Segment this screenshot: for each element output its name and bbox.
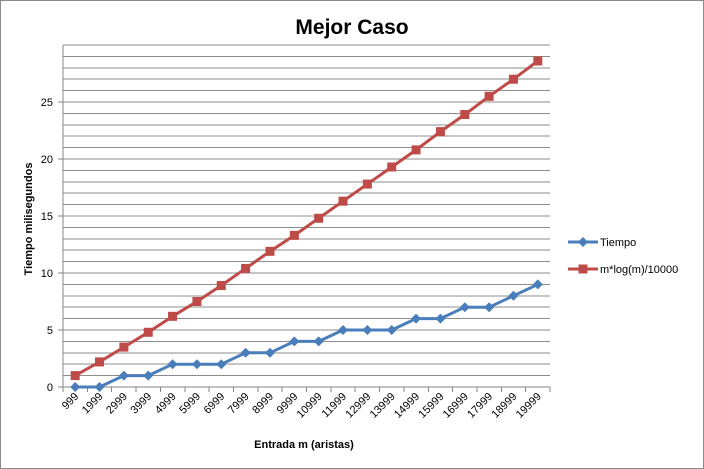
data-point bbox=[459, 302, 470, 313]
x-tick-label: 15999 bbox=[416, 391, 446, 421]
data-point bbox=[338, 325, 349, 335]
x-tick-label: 999 bbox=[60, 391, 81, 412]
data-point bbox=[119, 342, 129, 352]
y-axis-title: Tiempo milisegundos bbox=[23, 163, 35, 276]
data-point bbox=[216, 281, 226, 291]
axes bbox=[58, 45, 551, 392]
data-point bbox=[70, 371, 80, 381]
series-line bbox=[75, 283, 539, 389]
series bbox=[70, 56, 543, 392]
y-tick-label: 25 bbox=[41, 97, 53, 109]
legend-label: m*log(m)/10000 bbox=[600, 264, 678, 276]
x-tick-label: 8999 bbox=[250, 391, 276, 417]
legend-marker bbox=[578, 264, 588, 274]
x-tick-label: 7999 bbox=[226, 391, 252, 417]
data-point bbox=[265, 246, 275, 256]
data-point bbox=[362, 179, 372, 189]
data-point bbox=[94, 382, 105, 392]
data-point bbox=[338, 196, 348, 206]
data-point bbox=[484, 302, 495, 313]
data-point bbox=[460, 110, 470, 120]
data-point bbox=[508, 74, 518, 84]
data-point bbox=[386, 325, 397, 335]
x-tick-label: 12999 bbox=[343, 391, 373, 421]
data-point bbox=[192, 297, 202, 306]
data-point bbox=[508, 290, 519, 301]
data-point bbox=[289, 230, 299, 240]
data-point bbox=[240, 347, 251, 358]
y-tick-label: 10 bbox=[41, 268, 53, 280]
x-tick-label: 11999 bbox=[320, 391, 350, 421]
data-point bbox=[118, 370, 129, 381]
y-tick-label: 15 bbox=[41, 211, 53, 223]
data-point bbox=[532, 279, 543, 290]
data-point bbox=[313, 336, 324, 347]
data-point bbox=[241, 263, 251, 273]
data-point bbox=[191, 359, 202, 370]
data-point bbox=[143, 327, 153, 337]
x-tick-label: 16999 bbox=[441, 391, 471, 421]
y-tick-labels: 0 5 10 15 20 25 bbox=[41, 97, 53, 394]
data-point bbox=[168, 311, 178, 321]
legend-label: Tiempo bbox=[600, 237, 636, 249]
data-point bbox=[435, 127, 445, 137]
data-point bbox=[387, 162, 397, 172]
data-point bbox=[411, 313, 422, 324]
x-tick-label: 10999 bbox=[295, 391, 325, 421]
data-point bbox=[70, 382, 81, 392]
x-tick-label: 13999 bbox=[368, 391, 398, 421]
y-tick-label: 5 bbox=[47, 325, 53, 337]
gridlines bbox=[63, 44, 550, 377]
x-tick-label: 18999 bbox=[489, 391, 519, 421]
data-point bbox=[411, 145, 421, 155]
data-point bbox=[167, 359, 178, 370]
x-tick-label: 17999 bbox=[465, 391, 495, 421]
legend-marker bbox=[578, 237, 588, 247]
x-tick-label: 2999 bbox=[104, 391, 130, 417]
data-point bbox=[289, 336, 300, 347]
data-point bbox=[533, 56, 543, 66]
x-tick-label: 6999 bbox=[202, 391, 228, 417]
x-tick-labels: 9991999299939994999599969997999899999991… bbox=[60, 391, 544, 421]
x-tick-label: 1999 bbox=[80, 391, 106, 417]
data-point bbox=[314, 213, 324, 223]
data-point bbox=[216, 359, 227, 370]
x-tick-label: 5999 bbox=[177, 391, 203, 417]
data-point bbox=[95, 357, 105, 367]
x-tick-label: 4999 bbox=[153, 391, 179, 417]
data-point bbox=[362, 325, 373, 335]
legend: Tiempo m*log(m)/10000 bbox=[568, 237, 678, 276]
data-point bbox=[435, 313, 446, 324]
x-axis-title: Entrada m (aristas) bbox=[254, 439, 354, 451]
data-point bbox=[484, 91, 494, 101]
x-tick-label: 19999 bbox=[514, 391, 544, 421]
y-tick-label: 0 bbox=[47, 382, 53, 394]
chart-title: Mejor Caso bbox=[295, 16, 408, 39]
x-tick-label: 3999 bbox=[129, 391, 155, 417]
x-tick-label: 14999 bbox=[392, 391, 422, 421]
data-point bbox=[143, 370, 154, 381]
data-point bbox=[264, 347, 275, 358]
y-tick-label: 20 bbox=[41, 154, 53, 166]
